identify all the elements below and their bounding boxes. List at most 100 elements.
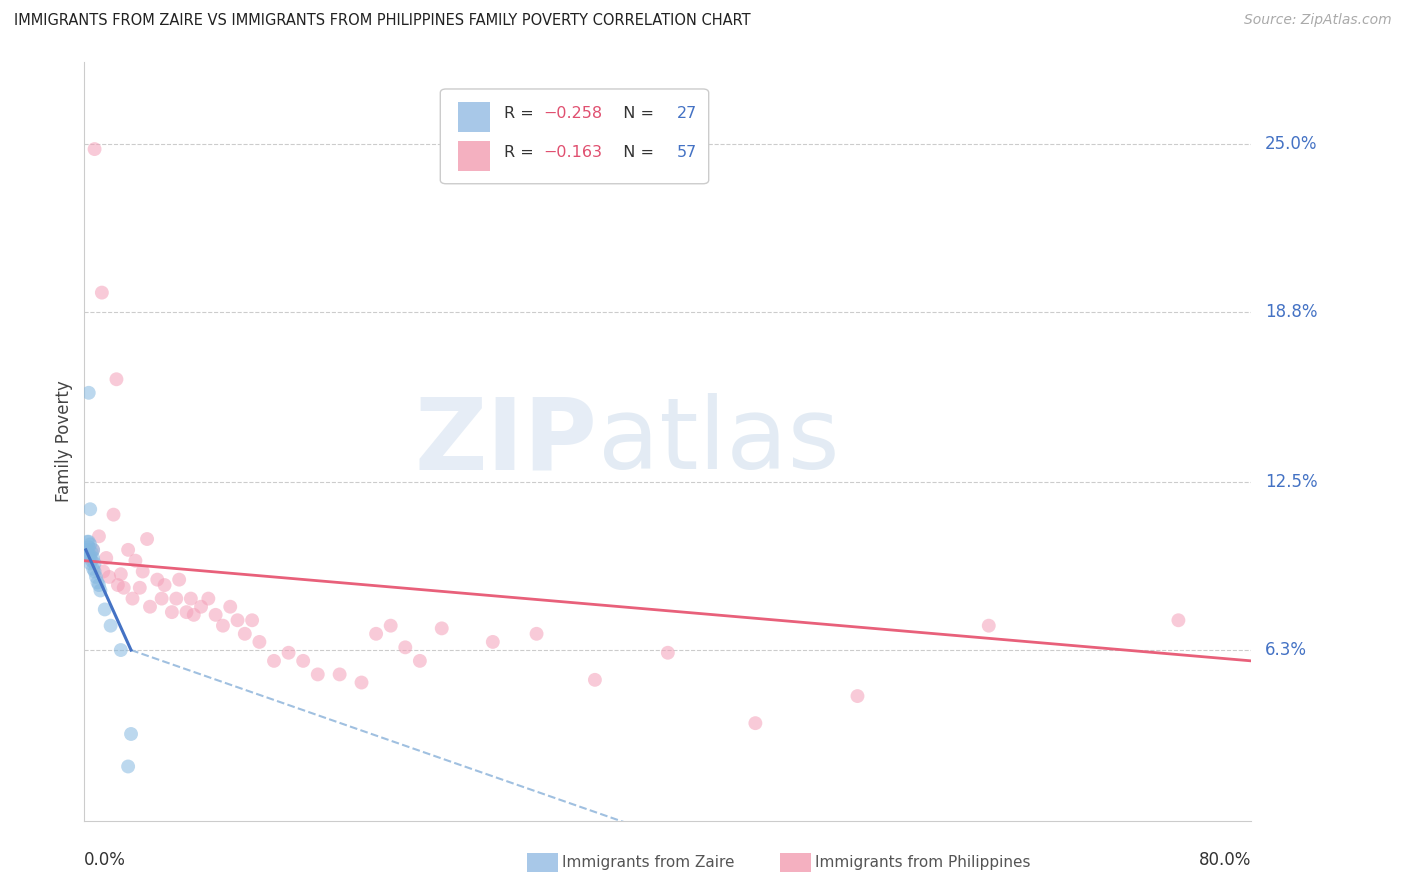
Text: −0.258: −0.258 <box>543 105 602 120</box>
Point <box>75 548 97 563</box>
Point <box>105 372 128 386</box>
Point <box>212 618 235 632</box>
Text: Immigrants from Zaire: Immigrants from Zaire <box>562 855 735 870</box>
Point <box>107 578 129 592</box>
Text: 6.3%: 6.3% <box>1265 641 1308 659</box>
Text: 80.0%: 80.0% <box>1199 851 1251 869</box>
Point <box>76 542 98 557</box>
Point <box>583 673 606 687</box>
Point <box>86 575 108 590</box>
Point <box>366 627 388 641</box>
Point <box>128 581 150 595</box>
Text: 57: 57 <box>678 145 697 160</box>
Point <box>167 573 190 587</box>
Point <box>277 646 299 660</box>
Point <box>249 635 271 649</box>
Text: IMMIGRANTS FROM ZAIRE VS IMMIGRANTS FROM PHILIPPINES FAMILY POVERTY CORRELATION : IMMIGRANTS FROM ZAIRE VS IMMIGRANTS FROM… <box>14 13 751 29</box>
Point <box>121 591 143 606</box>
Point <box>80 545 103 559</box>
Point <box>79 557 101 571</box>
Point <box>139 599 162 614</box>
Text: N =: N = <box>613 105 659 120</box>
FancyBboxPatch shape <box>440 89 709 184</box>
Point <box>380 618 402 632</box>
Point <box>80 554 103 568</box>
Point <box>124 554 146 568</box>
Point <box>103 508 125 522</box>
Point <box>132 565 155 579</box>
Point <box>204 607 226 622</box>
Text: 27: 27 <box>678 105 697 120</box>
Point <box>79 502 101 516</box>
Point <box>77 385 100 400</box>
Point <box>482 635 505 649</box>
Point <box>77 534 100 549</box>
Text: Immigrants from Philippines: Immigrants from Philippines <box>815 855 1031 870</box>
Point <box>307 667 329 681</box>
Point <box>87 578 110 592</box>
Point <box>82 562 104 576</box>
Point <box>136 532 159 546</box>
Point <box>292 654 315 668</box>
Text: 12.5%: 12.5% <box>1265 473 1317 491</box>
Point <box>526 627 548 641</box>
Point <box>77 540 100 554</box>
Point <box>176 605 198 619</box>
Point <box>90 285 112 300</box>
Point <box>150 591 173 606</box>
Point <box>120 727 142 741</box>
Point <box>83 557 105 571</box>
Y-axis label: Family Poverty: Family Poverty <box>55 381 73 502</box>
Point <box>180 591 202 606</box>
Point <box>190 599 212 614</box>
Point <box>240 613 263 627</box>
Text: ZIP: ZIP <box>415 393 598 490</box>
Point <box>87 529 110 543</box>
Point <box>153 578 176 592</box>
Point <box>82 542 104 557</box>
Text: Source: ZipAtlas.com: Source: ZipAtlas.com <box>1244 13 1392 28</box>
Point <box>146 573 169 587</box>
Point <box>91 565 114 579</box>
Point <box>77 548 100 563</box>
Point <box>329 667 352 681</box>
Point <box>197 591 219 606</box>
Text: 18.8%: 18.8% <box>1265 302 1317 320</box>
Text: −0.163: −0.163 <box>543 145 602 160</box>
Point <box>977 618 1000 632</box>
FancyBboxPatch shape <box>458 141 491 171</box>
Point <box>100 618 122 632</box>
Text: R =: R = <box>505 105 540 120</box>
Point <box>96 551 118 566</box>
Point <box>394 640 416 655</box>
Point <box>82 542 104 557</box>
Point <box>165 591 187 606</box>
Point <box>79 548 101 563</box>
Point <box>110 643 132 657</box>
Point <box>1167 613 1189 627</box>
Point <box>350 675 373 690</box>
Point <box>233 627 256 641</box>
Point <box>82 551 104 566</box>
Point <box>160 605 183 619</box>
Point <box>263 654 285 668</box>
Point <box>79 537 101 551</box>
Point <box>89 583 111 598</box>
Point <box>226 613 249 627</box>
Point <box>83 142 105 156</box>
Point <box>657 646 679 660</box>
FancyBboxPatch shape <box>458 102 491 132</box>
Text: 0.0%: 0.0% <box>84 851 127 869</box>
Point <box>117 759 139 773</box>
Point <box>76 534 98 549</box>
Point <box>84 570 107 584</box>
Point <box>112 581 135 595</box>
Point <box>79 551 101 566</box>
Point <box>846 689 869 703</box>
Point <box>219 599 242 614</box>
Point <box>183 607 205 622</box>
Point <box>409 654 432 668</box>
Text: 25.0%: 25.0% <box>1265 135 1317 153</box>
Point <box>83 565 105 579</box>
Point <box>98 570 121 584</box>
